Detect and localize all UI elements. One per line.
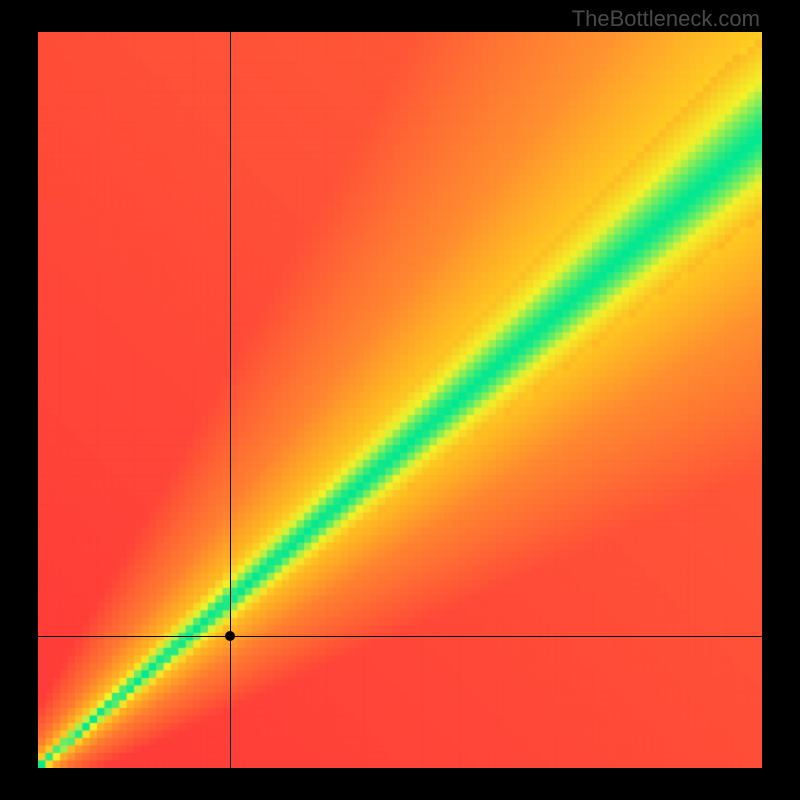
bottleneck-heatmap xyxy=(38,32,762,768)
watermark-text: TheBottleneck.com xyxy=(572,6,760,32)
heatmap-canvas xyxy=(38,32,762,768)
